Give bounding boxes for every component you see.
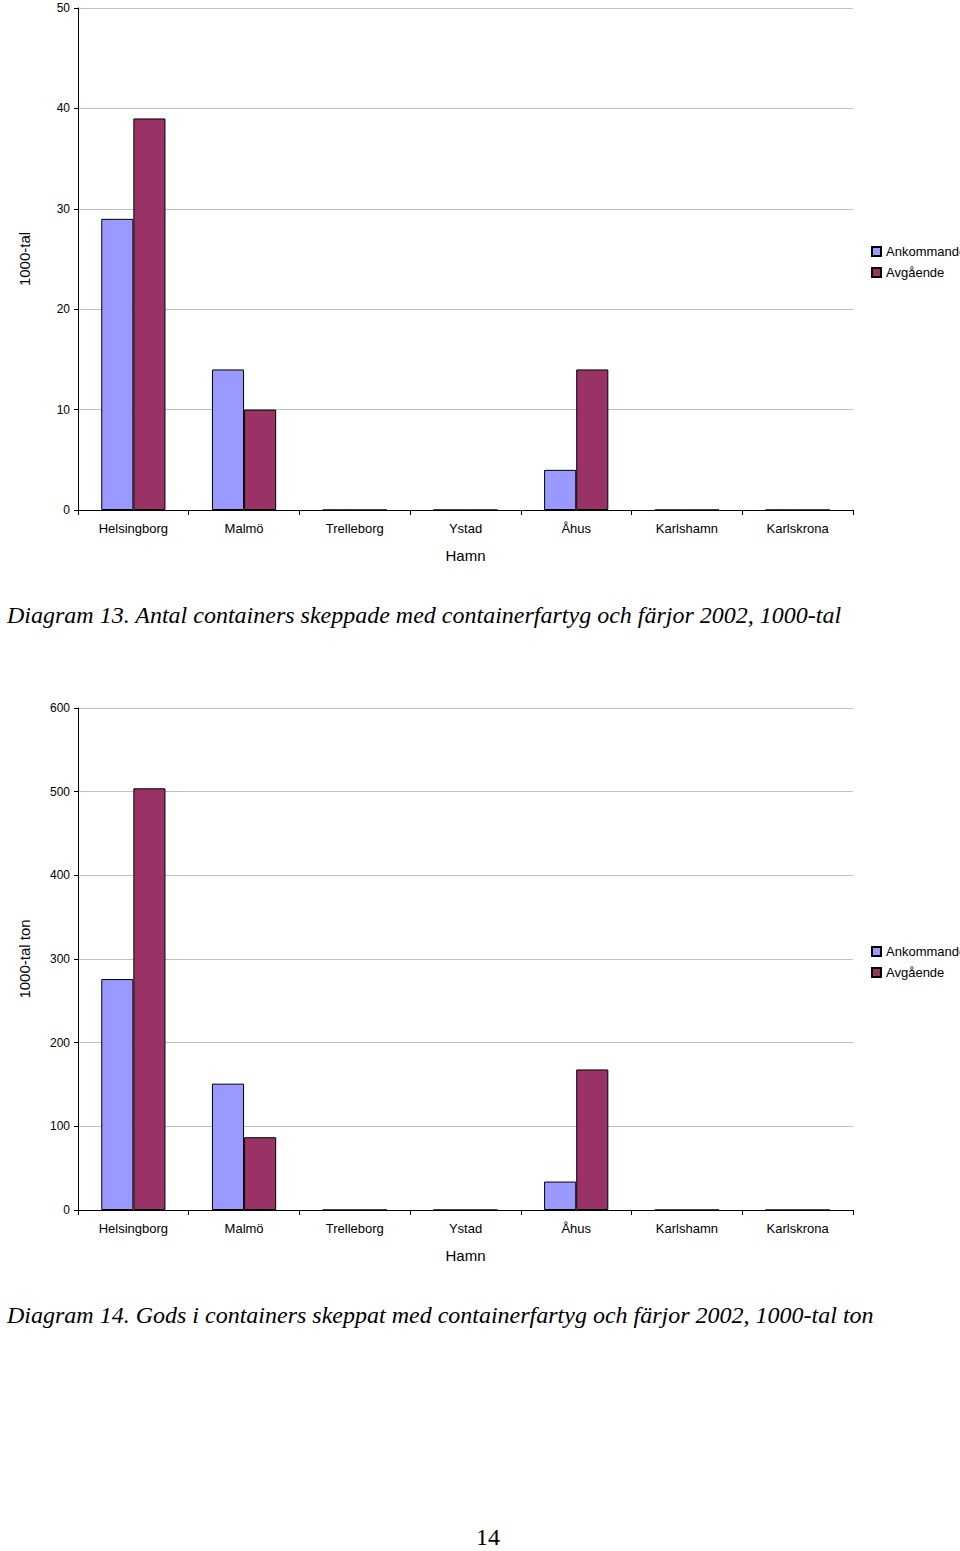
svg-text:Hamn: Hamn — [445, 547, 485, 564]
svg-text:100: 100 — [50, 1119, 70, 1133]
svg-text:50: 50 — [57, 1, 71, 15]
svg-text:40: 40 — [57, 101, 71, 115]
svg-text:Ankommande: Ankommande — [886, 944, 960, 959]
svg-text:Ystad: Ystad — [449, 1221, 482, 1236]
svg-text:1000-tal ton: 1000-tal ton — [16, 919, 33, 998]
svg-text:Diagram 14. Gods i containers: Diagram 14. Gods i containers skeppat me… — [6, 1302, 874, 1328]
svg-text:30: 30 — [57, 202, 71, 216]
svg-text:1000-tal: 1000-tal — [16, 232, 33, 286]
svg-text:Malmö: Malmö — [225, 521, 264, 536]
svg-text:0: 0 — [63, 1203, 70, 1217]
svg-text:Karlshamn: Karlshamn — [656, 1221, 718, 1236]
svg-text:Åhus: Åhus — [561, 1221, 591, 1236]
svg-text:20: 20 — [57, 302, 71, 316]
svg-text:Hamn: Hamn — [445, 1247, 485, 1264]
html-text:14: 14 — [476, 1524, 500, 1550]
svg-text:Åhus: Åhus — [561, 521, 591, 536]
svg-text:200: 200 — [50, 1036, 70, 1050]
svg-text:Karlskrona: Karlskrona — [767, 1221, 830, 1236]
svg-text:Karlshamn: Karlshamn — [656, 521, 718, 536]
svg-text:300: 300 — [50, 952, 70, 966]
svg-text:Avgående: Avgående — [886, 965, 944, 980]
svg-text:Avgående: Avgående — [886, 265, 944, 280]
svg-text:Ystad: Ystad — [449, 521, 482, 536]
svg-text:600: 600 — [50, 701, 70, 715]
svg-text:500: 500 — [50, 785, 70, 799]
svg-text:Trelleborg: Trelleborg — [326, 1221, 384, 1236]
svg-text:0: 0 — [63, 503, 70, 517]
svg-text:Helsingborg: Helsingborg — [99, 1221, 168, 1236]
svg-text:Diagram 13. Antal containers s: Diagram 13. Antal containers skeppade me… — [6, 602, 841, 628]
svg-text:Karlskrona: Karlskrona — [767, 521, 830, 536]
svg-text:10: 10 — [57, 403, 71, 417]
svg-text:400: 400 — [50, 868, 70, 882]
svg-text:Helsingborg: Helsingborg — [99, 521, 168, 536]
svg-text:Malmö: Malmö — [225, 1221, 264, 1236]
svg-text:Trelleborg: Trelleborg — [326, 521, 384, 536]
svg-text:Ankommande: Ankommande — [886, 244, 960, 259]
